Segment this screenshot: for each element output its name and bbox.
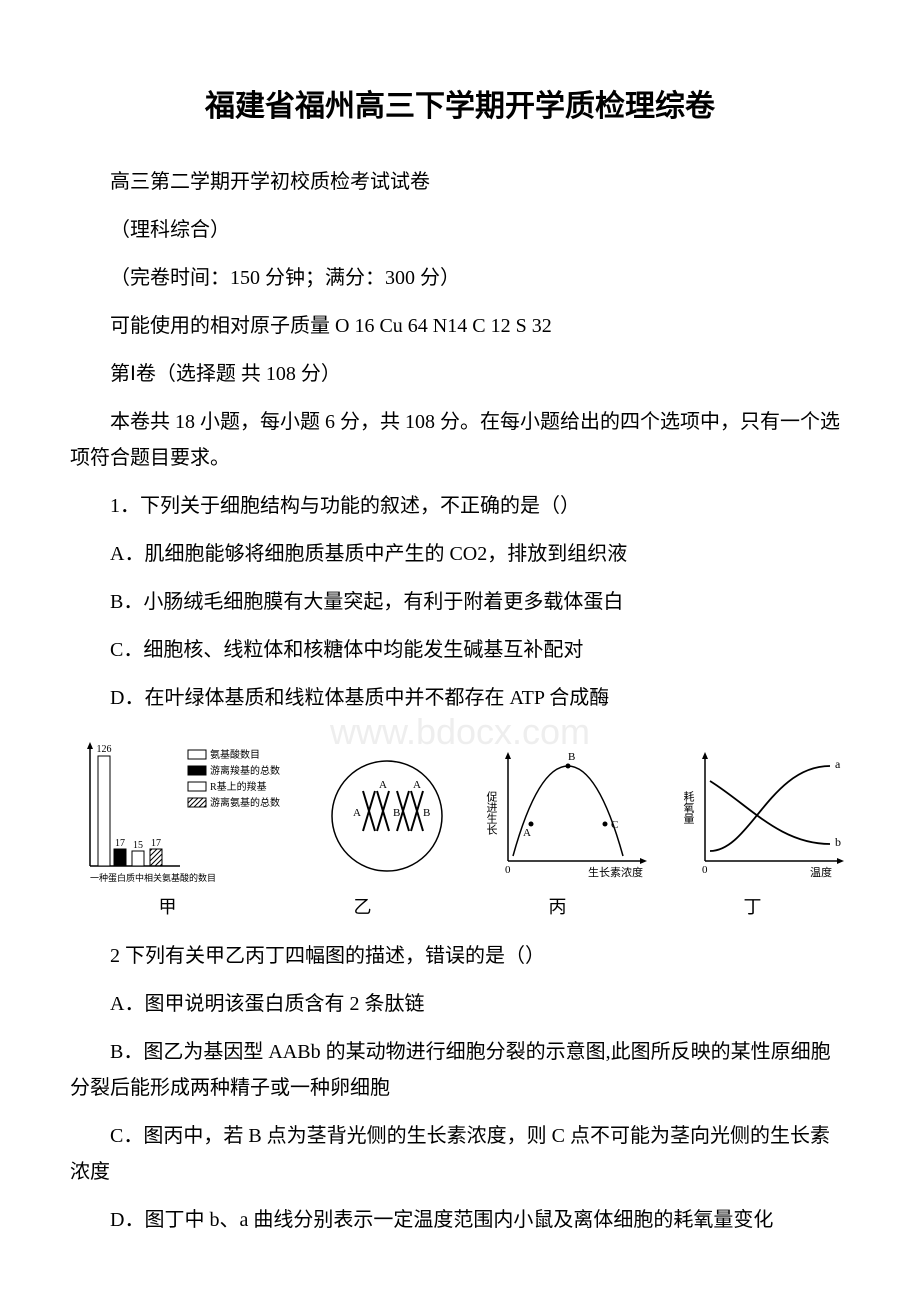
page-title: 福建省福州高三下学期开学质检理综卷 xyxy=(70,80,850,134)
svg-text:游离羧基的总数: 游离羧基的总数 xyxy=(210,764,280,777)
svg-text:B: B xyxy=(423,807,430,819)
svg-text:R基上的羧基: R基上的羧基 xyxy=(210,780,267,793)
svg-text:126: 126 xyxy=(97,744,112,755)
q1-stem: 1．下列关于细胞结构与功能的叙述，不正确的是（） xyxy=(70,488,850,524)
q2-option-a: A．图甲说明该蛋白质含有 2 条肽链 xyxy=(70,986,850,1022)
svg-text:B: B xyxy=(568,751,575,763)
figure-bing: A B C 促进生长 0 生长素浓度 xyxy=(483,736,653,886)
svg-text:温度: 温度 xyxy=(810,865,832,879)
svg-text:17: 17 xyxy=(115,838,125,849)
svg-text:b: b xyxy=(835,835,841,849)
figure-jia: 126 17 15 17 氨基酸数目 游离羧基的总数 R基上的羧基 游离氨基的总… xyxy=(70,736,290,886)
subtitle: 高三第二学期开学初校质检考试试卷 xyxy=(70,164,850,200)
svg-text:a: a xyxy=(835,757,841,771)
svg-text:0: 0 xyxy=(702,864,708,876)
figure-labels: 甲 乙 丙 丁 xyxy=(70,891,850,923)
fig-label-ding: 丁 xyxy=(655,891,850,923)
svg-text:一种蛋白质中相关氨基酸的数目: 一种蛋白质中相关氨基酸的数目 xyxy=(90,872,216,883)
svg-text:促进生长: 促进生长 xyxy=(485,790,498,835)
svg-text:0: 0 xyxy=(505,864,511,876)
fig-label-yi: 乙 xyxy=(265,891,460,923)
svg-text:17: 17 xyxy=(151,838,161,849)
fig-label-bing: 丙 xyxy=(460,891,655,923)
q1-option-a: A．肌细胞能够将细胞质基质中产生的 CO2，排放到组织液 xyxy=(70,536,850,572)
q1-option-c: C．细胞核、线粒体和核糖体中均能发生碱基互补配对 xyxy=(70,632,850,668)
q2-option-b: B．图乙为基因型 AABb 的某动物进行细胞分裂的示意图,此图所反映的某性原细胞… xyxy=(70,1034,850,1106)
section-1-desc: 本卷共 18 小题，每小题 6 分，共 108 分。在每小题给出的四个选项中，只… xyxy=(70,404,850,476)
svg-text:15: 15 xyxy=(133,840,143,851)
svg-text:B: B xyxy=(393,807,400,819)
q2-option-d: D．图丁中 b、a 曲线分别表示一定温度范围内小鼠及离体细胞的耗氧量变化 xyxy=(70,1202,850,1238)
svg-text:生长素浓度: 生长素浓度 xyxy=(588,865,643,879)
figure-yi: A A B A B xyxy=(317,736,457,886)
q2-stem: 2 下列有关甲乙丙丁四幅图的描述，错误的是（） xyxy=(70,938,850,974)
svg-text:耗氧量: 耗氧量 xyxy=(682,791,695,824)
q2-option-c: C．图丙中，若 B 点为茎背光侧的生长素浓度，则 C 点不可能为茎向光侧的生长素… xyxy=(70,1118,850,1190)
svg-text:A: A xyxy=(523,827,531,839)
svg-text:氨基酸数目: 氨基酸数目 xyxy=(210,748,260,761)
figure-ding: a b 耗氧量 0 温度 xyxy=(680,736,850,886)
subject: （理科综合） xyxy=(70,212,850,248)
svg-text:A: A xyxy=(353,807,361,819)
exam-info: （完卷时间：150 分钟；满分：300 分） xyxy=(70,260,850,296)
section-1-header: 第Ⅰ卷（选择题 共 108 分） xyxy=(70,356,850,392)
q1-option-d: D．在叶绿体基质和线粒体基质中并不都存在 ATP 合成酶 xyxy=(70,680,850,716)
svg-text:游离氨基的总数: 游离氨基的总数 xyxy=(210,796,280,809)
atomic-mass: 可能使用的相对原子质量 O 16 Cu 64 N14 C 12 S 32 xyxy=(70,308,850,344)
svg-text:A: A xyxy=(379,779,387,791)
q1-option-b: B．小肠绒毛细胞膜有大量突起，有利于附着更多载体蛋白 xyxy=(70,584,850,620)
svg-text:A: A xyxy=(413,779,421,791)
fig-label-jia: 甲 xyxy=(70,891,265,923)
figure-row: 126 17 15 17 氨基酸数目 游离羧基的总数 R基上的羧基 游离氨基的总… xyxy=(70,736,850,886)
svg-text:C: C xyxy=(611,819,618,831)
